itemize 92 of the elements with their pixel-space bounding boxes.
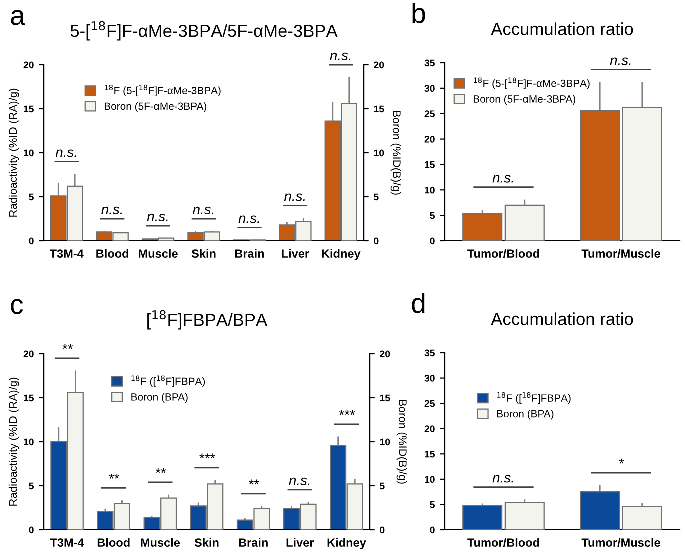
annotation: ** (248, 480, 260, 485)
annotation: ** (156, 468, 166, 474)
y-tick-label: 35 (424, 350, 436, 357)
x-tick-label: Brain (235, 249, 264, 258)
annotation: n.s. (284, 194, 305, 202)
x-tick-label: Skin (192, 249, 216, 258)
y-tick-label: 25 (424, 110, 436, 118)
text: n.s. (330, 52, 351, 60)
y-axis-title: Radioactivity (%ID (RA)/g) (8, 378, 20, 506)
x-tick-label: Kidney (328, 538, 366, 550)
text: b (412, 3, 426, 24)
legend-label: $^{18}$F ([$^{18}$F]FBPA) (132, 376, 206, 388)
text: d (412, 293, 425, 314)
y2-axis-title: Boron (%ID(B)/g) (390, 111, 402, 195)
y-tick-label: 15 (24, 394, 34, 402)
y2-tick-label: 10 (374, 150, 384, 157)
x-tick-label: Tumor/Blood (468, 249, 540, 258)
x-tick-label: Muscle (141, 538, 180, 548)
y-tick-label: 0 (29, 238, 34, 245)
y2-tick-label: 15 (374, 106, 384, 113)
chart-title: Accumulation ratio (491, 312, 634, 326)
annotation: ** (109, 474, 120, 479)
annotation: n.s. (102, 206, 122, 214)
y-tick-label: 5 (29, 194, 34, 201)
x-tick-label: Tumor/Muscle (582, 249, 660, 258)
legend-label: Boron (BPA) (497, 410, 554, 420)
chart-title: [$^{18}$F]FBPA/BPA (148, 310, 268, 330)
annotation: n.s. (289, 478, 310, 486)
x-tick-label: T3M-4 (50, 538, 84, 548)
x-tick-label: T3M-4 (50, 250, 84, 258)
annotation: n.s. (193, 206, 214, 214)
y2-tick-label: 0 (374, 238, 379, 245)
legend-label: Boron (5F-αMe-3BPA) (104, 102, 207, 112)
x-tick-label: Blood (98, 538, 130, 548)
x-tick-label: Kidney (322, 249, 361, 260)
y2-axis-title: Boron (%ID(B)/g) (396, 400, 408, 484)
y2-tick-label: 20 (380, 350, 390, 358)
x-tick-label: Liver (286, 538, 314, 548)
y-tick-label: 10 (425, 476, 435, 484)
annotation: n.s. (56, 150, 76, 158)
y-axis-title: Radioactivity (%ID (RA)/g) (8, 88, 20, 217)
legend-label: Boron (5F-αMe-3BPA) (474, 95, 576, 105)
y-tick-label: 30 (424, 85, 435, 92)
y-tick-label: 20 (424, 136, 435, 143)
y-tick-label: 10 (425, 186, 435, 194)
y-tick-label: 10 (24, 438, 34, 446)
y-tick-label: 0 (430, 238, 435, 245)
y2-tick-label: 0 (380, 526, 385, 534)
y2-tick-label: 5 (374, 194, 379, 201)
annotation: * (619, 458, 624, 464)
y2-tick-label: 5 (380, 482, 385, 490)
legend-label: Boron (BPA) (132, 393, 188, 403)
y2-tick-label: 20 (374, 62, 384, 69)
y-tick-label: 15 (24, 106, 34, 113)
text: c (11, 299, 24, 314)
annotation: n.s. (147, 214, 168, 222)
y-tick-label: 15 (425, 162, 436, 168)
text: a (11, 10, 26, 26)
y-tick-label: 0 (29, 526, 34, 534)
annotation: n.s. (492, 475, 514, 483)
x-tick-label: Liver (282, 249, 310, 258)
y-tick-label: 5 (430, 212, 436, 220)
x-tick-label: Tumor/Muscle (582, 538, 660, 548)
annotation: n.s. (492, 175, 514, 183)
x-tick-label: Brain (239, 538, 268, 548)
y-tick-label: 20 (24, 62, 34, 69)
y-tick-label: 5 (430, 502, 436, 508)
annotation: n.s. (610, 58, 631, 66)
y-tick-label: 15 (425, 450, 436, 458)
chart-title: Accumulation ratio (491, 22, 634, 36)
annotation: *** (339, 410, 356, 416)
legend-label: $^{18}$F ([$^{18}$F]FBPA) (498, 392, 571, 404)
y-tick-label: 0 (430, 526, 435, 534)
x-tick-label: Muscle (139, 249, 178, 258)
x-tick-label: Skin (194, 538, 219, 548)
x-tick-label: Blood (96, 249, 129, 258)
chart-title: 5-[$^{18}$F]F-αMe-3BPA/5F-αMe-3BPA (70, 21, 338, 41)
x-tick-label: Tumor/Blood (468, 538, 540, 548)
legend-label: $^{18}$F (5-[$^{18}$F]F-αMe-3BPA) (105, 84, 221, 96)
annotation: n.s. (238, 216, 260, 224)
y-tick-label: 10 (24, 150, 34, 157)
y2-tick-label: 15 (380, 394, 390, 402)
legend-label: $^{18}$F (5-[$^{18}$F]F-αMe-3BPA) (474, 78, 590, 90)
y-tick-label: 5 (29, 482, 34, 490)
y-tick-label: 20 (24, 350, 34, 358)
annotation: *** (200, 454, 216, 459)
y-tick-label: 20 (424, 426, 435, 432)
y-tick-label: 30 (424, 375, 435, 382)
y2-tick-label: 10 (380, 438, 390, 446)
y-tick-label: 25 (424, 400, 436, 408)
text: ** (62, 344, 74, 350)
y-tick-label: 35 (424, 60, 436, 67)
